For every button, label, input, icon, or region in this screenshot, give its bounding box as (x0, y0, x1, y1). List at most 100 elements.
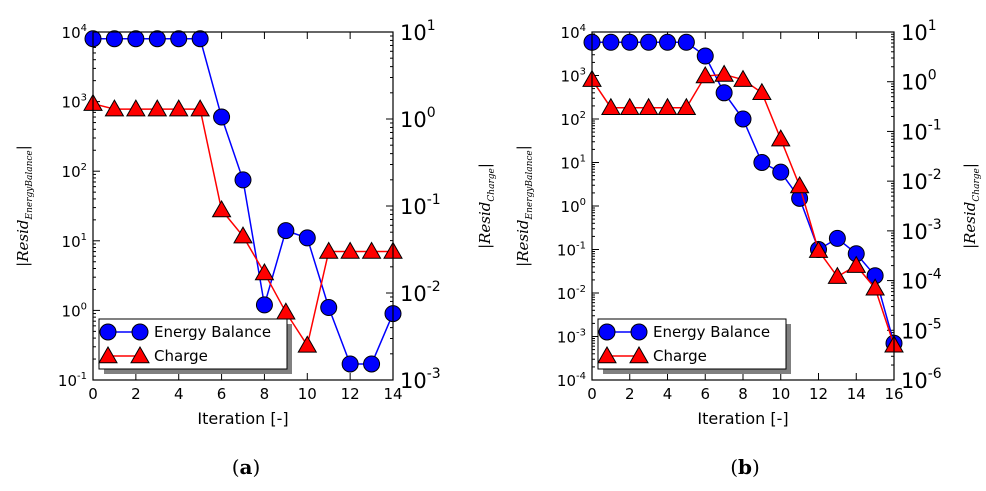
left-tick-label: 104 (561, 23, 586, 42)
left-tick-label: 10-4 (557, 371, 586, 390)
x-axis-label: Iteration [-] (197, 409, 288, 428)
data-point (125, 99, 146, 117)
x-tick-label: 4 (663, 385, 673, 403)
data-point (808, 240, 829, 258)
data-point (277, 222, 295, 240)
legend-label: Energy Balance (653, 323, 770, 341)
data-point (772, 163, 790, 181)
right-tick-label: 100 (400, 105, 436, 132)
data-point (714, 64, 734, 82)
data-point (318, 241, 339, 259)
data-point (753, 154, 771, 171)
legend-label: Energy Balance (154, 323, 271, 341)
x-tick-label: 8 (738, 385, 748, 403)
data-point (659, 33, 676, 51)
data-point (789, 175, 810, 194)
legend-marker (130, 345, 150, 364)
legend-marker (98, 345, 118, 364)
data-point (676, 97, 697, 115)
x-tick-label: 8 (260, 385, 270, 403)
data-point (828, 229, 846, 247)
panel-b: 10-410-310-210-110010110210310410-610-51… (514, 18, 982, 479)
right-tick-label: 10-1 (400, 192, 441, 219)
data-point (695, 66, 716, 84)
panel-caption: (b) (730, 455, 760, 479)
legend-marker (629, 345, 649, 364)
left-tick-label: 100 (62, 301, 87, 320)
data-point (275, 302, 296, 320)
series-line (592, 41, 895, 344)
x-tick-label: 12 (341, 385, 360, 403)
data-point (846, 255, 867, 273)
plot-frame (591, 31, 895, 381)
x-tick-label: 0 (587, 385, 597, 403)
data-point (190, 99, 211, 117)
data-point (361, 241, 382, 259)
data-point (170, 30, 188, 48)
right-tick-label: 101 (901, 18, 937, 45)
data-point (191, 30, 209, 48)
right-tick-label: 10-2 (901, 167, 942, 194)
data-point (601, 97, 621, 115)
x-tick-label: 4 (174, 385, 184, 403)
data-point (254, 262, 275, 281)
x-tick-label: 0 (88, 385, 98, 403)
data-point (127, 30, 145, 48)
data-point (770, 129, 791, 147)
legend-marker (630, 323, 648, 341)
data-point (621, 33, 639, 51)
right-tick-label: 10-3 (901, 217, 942, 244)
left-tick-label: 10-3 (557, 328, 586, 347)
legend-label: Charge (653, 347, 707, 365)
panel-caption: (a) (232, 455, 261, 479)
x-tick-label: 12 (809, 385, 828, 403)
y-axis-label-right: |ResidCharge| (476, 163, 497, 249)
x-tick-label: 2 (131, 385, 141, 403)
legend-marker (99, 323, 117, 341)
x-tick-label: 10 (771, 385, 790, 403)
x-axis-label: Iteration [-] (697, 409, 788, 428)
data-point (104, 99, 125, 117)
right-tick-label: 10-6 (901, 366, 942, 393)
left-tick-label: 100 (561, 197, 586, 216)
data-point (733, 69, 753, 87)
data-point (602, 33, 620, 51)
y-axis-label-right: |ResidCharge| (961, 163, 982, 249)
data-point (320, 299, 338, 317)
left-tick-label: 103 (561, 67, 586, 86)
data-point (148, 30, 166, 48)
left-tick-label: 10-1 (557, 241, 586, 260)
data-point (147, 99, 168, 117)
data-point (865, 278, 885, 296)
data-point (340, 241, 361, 259)
y-axis-label-left: |ResidEnergyBalance| (14, 145, 35, 267)
right-tick-label: 10-2 (400, 279, 441, 306)
left-tick-label: 10-2 (557, 284, 586, 303)
data-point (363, 355, 381, 373)
x-tick-label: 16 (884, 385, 903, 403)
left-tick-label: 103 (62, 93, 87, 112)
right-tick-label: 10-1 (901, 117, 942, 144)
data-point (677, 33, 695, 51)
panel-a: 10-1 100 101 102 103 104 10-3 10-2 10-1 100 101 0 2 4… (14, 18, 497, 479)
data-point (640, 33, 658, 51)
data-point (715, 84, 733, 102)
data-point (752, 82, 772, 100)
x-tick-label: 14 (847, 385, 866, 403)
data-point (211, 199, 232, 218)
left-tick-label: 102 (62, 162, 87, 181)
data-point (827, 266, 848, 284)
legend-box (597, 318, 787, 370)
data-point (297, 335, 318, 353)
series-line (92, 102, 393, 348)
data-point (234, 171, 252, 189)
data-point (619, 97, 640, 115)
right-tick-label: 101 (400, 18, 436, 45)
x-tick-label: 14 (383, 385, 402, 403)
series-line (93, 37, 394, 365)
right-tick-label: 100 (901, 68, 937, 95)
left-tick-label: 10-1 (58, 371, 87, 390)
data-point (168, 99, 189, 117)
right-tick-label: 10-5 (901, 316, 942, 343)
